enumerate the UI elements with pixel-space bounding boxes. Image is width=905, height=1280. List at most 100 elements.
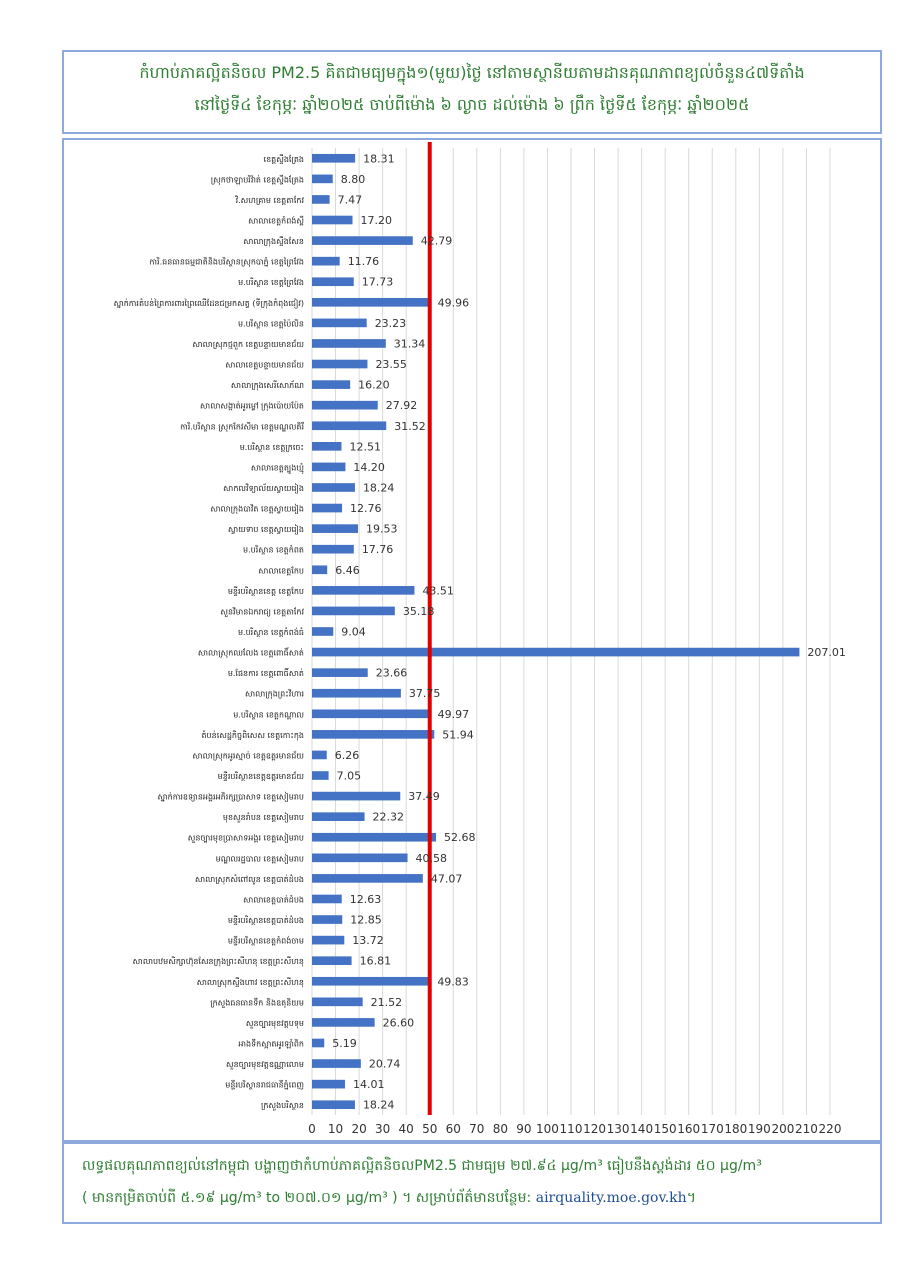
footer-box: លទ្ធផលគុណភាពខ្យល់នៅកម្ពុជា បង្ហាញថាកំហាប… — [62, 1142, 882, 1224]
value-label: 8.80 — [341, 173, 366, 186]
bar — [312, 730, 435, 739]
value-label: 49.96 — [438, 296, 470, 309]
bar — [312, 565, 328, 575]
value-label: 6.46 — [335, 564, 360, 577]
bar — [312, 709, 430, 719]
bar — [312, 277, 354, 287]
footer-summary: លទ្ធផលគុណភាពខ្យល់នៅកម្ពុជា បង្ហាញថាកំហាប… — [82, 1158, 762, 1174]
category-label: មន្ទីរបរិស្ថានខេត្តឧត្តរមានជ័យ — [218, 771, 305, 781]
bar — [312, 771, 329, 780]
category-label: សាលាស្រុកសំពៅលូន ខេត្តបាត់ដំបង — [195, 874, 304, 885]
value-label: 17.73 — [362, 276, 394, 289]
bar — [312, 976, 430, 986]
value-label: 12.63 — [350, 893, 382, 906]
value-label: 22.32 — [373, 811, 405, 824]
x-tick-label: 110 — [560, 1122, 583, 1136]
bar — [312, 668, 368, 677]
category-label: ក្រសួងធនធានទឹក និងឧតុនិយម — [210, 997, 304, 1008]
category-label: មន្ទីរបរិស្ថានខេត្ត ខេត្តកែប — [228, 586, 304, 596]
category-label: ស្រុកថាឡាបរិវ៉ាត់ ខេត្តស្ទឹងត្រែង — [211, 174, 304, 185]
value-label: 12.51 — [349, 440, 381, 453]
footer-range-text: ( មានកម្រិតចាប់ពី ៥.១៩ µg/m³ to ២០៧.០១ µ… — [82, 1190, 536, 1206]
category-label: សួនច្បារមុខវត្តបទុម — [246, 1019, 304, 1029]
bar — [312, 812, 365, 821]
category-label: សាលាក្រុងសេរីសោភ័ណ — [231, 380, 304, 391]
bar — [312, 832, 437, 842]
bar — [312, 297, 430, 307]
bar — [312, 586, 415, 595]
bar — [312, 153, 356, 163]
value-label: 35.18 — [403, 605, 435, 618]
category-label: សាលាខេត្តកែប — [258, 565, 304, 575]
bar — [312, 442, 342, 451]
value-label: 7.47 — [338, 193, 363, 206]
category-label: មណ្ឌលរដ្ឋបាល ខេត្តសៀមរាប — [216, 853, 304, 864]
category-label: មន្ទីរបរិស្ថានខេត្តបាត់ដំបង — [228, 915, 304, 925]
category-label: សាលាខេត្តត្បូងឃ្មុំ — [251, 462, 305, 474]
bar — [312, 256, 340, 266]
x-tick-label: 10 — [328, 1122, 343, 1136]
bar — [312, 421, 387, 431]
category-label: សាលាស្រុកថ្មពួក ខេត្តបន្ទាយមានជ័យ — [192, 339, 304, 350]
value-label: 7.05 — [337, 770, 362, 783]
value-label: 18.24 — [363, 1099, 395, 1112]
value-label: 6.26 — [335, 749, 360, 762]
value-label: 12.76 — [350, 502, 382, 515]
value-label: 23.23 — [375, 317, 407, 330]
value-label: 42.79 — [421, 235, 453, 248]
bar — [312, 606, 395, 616]
x-tick-label: 80 — [493, 1122, 508, 1136]
x-tick-label: 120 — [583, 1122, 606, 1136]
value-label: 11.76 — [348, 255, 380, 268]
bar — [312, 1018, 375, 1027]
x-tick-label: 200 — [771, 1122, 794, 1136]
x-tick-label: 100 — [536, 1122, 559, 1136]
bar — [312, 853, 408, 863]
value-label: 51.94 — [442, 728, 474, 741]
value-label: 23.55 — [375, 358, 407, 371]
x-tick-label: 90 — [516, 1122, 531, 1136]
category-label: មន្ទីរបរិស្ថានខេត្តកំពង់ចាម — [228, 936, 304, 946]
chart-title-line-2: នៅថ្ងៃទី៤ ខែកុម្ភៈ ឆ្នាំ២០២៥ ចាប់ពីម៉ោង … — [194, 95, 750, 114]
x-tick-label: 210 — [795, 1122, 818, 1136]
bar — [312, 997, 363, 1007]
x-tick-label: 70 — [469, 1122, 484, 1136]
value-label: 13.72 — [352, 934, 384, 947]
footer-end-mark: ។ — [686, 1190, 696, 1206]
bar — [312, 544, 354, 554]
bar — [312, 688, 401, 698]
category-label: សួនច្បារមុខវត្តឧណ្ណាលោម — [226, 1060, 304, 1070]
value-label: 16.20 — [358, 379, 390, 392]
category-label: ម.បរិស្ថាន ខេត្តព្រៃវែង — [238, 277, 304, 287]
category-label: ការិ.ធនធានធម្មជាតិនិងបរិស្ថានស្រុកបាភ្នំ… — [149, 257, 304, 268]
bar — [312, 318, 367, 328]
bar — [312, 915, 343, 924]
bar — [312, 380, 351, 389]
category-label: ម.បរិស្ថាន ខេត្តក្រចេះ — [240, 442, 304, 452]
value-label: 49.97 — [438, 708, 470, 721]
category-label: ស្នាក់ការតំបន់ព្រៃការពារព្រៃឈើដែនជម្រកសត… — [114, 298, 304, 309]
value-label: 207.01 — [807, 646, 846, 659]
bar — [312, 236, 413, 245]
bar-chart: 0 10 20 30 40 50 60 70 80 90 100 110 120 130 140 150 160… — [114, 142, 846, 1136]
value-label: 49.83 — [437, 975, 469, 988]
value-label: 18.24 — [363, 481, 395, 494]
bar — [312, 1059, 361, 1068]
category-label: សាលាខេត្តបាត់ដំបង — [243, 894, 304, 904]
value-label: 5.19 — [332, 1037, 357, 1050]
category-label: មុខសួនរាំបន ខេត្តសៀមរាប — [223, 812, 304, 823]
bar — [312, 956, 352, 966]
bar — [312, 874, 423, 883]
x-tick-label: 150 — [654, 1122, 677, 1136]
value-label: 26.60 — [383, 1016, 415, 1029]
bar — [312, 400, 378, 410]
bar — [312, 483, 355, 492]
category-label: សាលាខេត្តកំពង់ស្ពឺ — [248, 216, 304, 226]
website-link[interactable]: airquality.moe.gov.kh — [535, 1190, 687, 1206]
value-label: 47.07 — [431, 872, 463, 885]
bar — [312, 215, 353, 225]
bar — [312, 647, 800, 657]
value-label: 37.49 — [408, 790, 440, 803]
category-label: ម.បរិស្ថាន ខេត្តកំពង់ធំ — [238, 627, 304, 637]
bar — [312, 174, 333, 184]
